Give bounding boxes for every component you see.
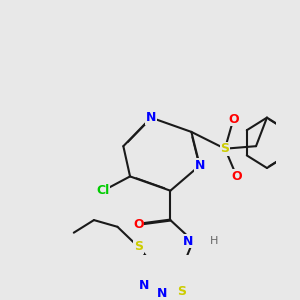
- Text: S: S: [220, 142, 230, 155]
- Text: N: N: [139, 279, 149, 292]
- Text: O: O: [133, 218, 144, 231]
- Text: N: N: [183, 235, 193, 248]
- Text: O: O: [231, 170, 242, 183]
- Text: N: N: [157, 287, 167, 300]
- Text: N: N: [146, 111, 156, 124]
- Text: H: H: [210, 236, 218, 246]
- Text: N: N: [195, 159, 205, 172]
- Text: Cl: Cl: [97, 184, 110, 197]
- Text: S: S: [178, 285, 187, 298]
- Text: S: S: [134, 241, 143, 254]
- Text: O: O: [228, 113, 239, 126]
